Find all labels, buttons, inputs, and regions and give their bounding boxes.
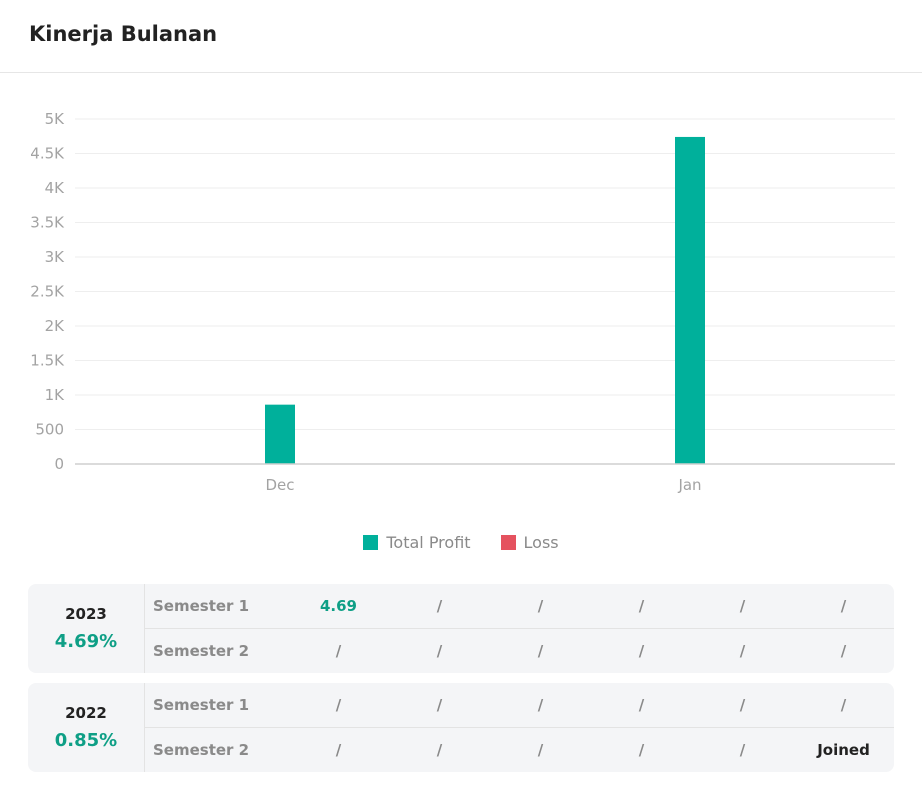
legend-label-total-profit: Total Profit <box>386 533 471 552</box>
x-axis-ticks: Dec Jan <box>265 476 701 494</box>
chart-legend: Total Profit Loss <box>0 533 922 552</box>
month-cell: / <box>537 642 544 660</box>
legend-label-loss: Loss <box>523 533 559 552</box>
month-cell: / <box>840 696 847 714</box>
semester-label: Semester 2 <box>153 741 250 759</box>
month-cell: / <box>840 597 847 615</box>
semester-label: Semester 2 <box>153 642 250 660</box>
y-tick-label: 3K <box>45 248 66 266</box>
y-tick-label: 3.5K <box>30 214 65 232</box>
page-title: Kinerja Bulanan <box>29 22 218 46</box>
month-cell: / <box>537 741 544 759</box>
month-cell: / <box>739 741 746 759</box>
month-cell: / <box>335 642 342 660</box>
semester-row: Semester 1 / / / / / / <box>145 683 894 727</box>
y-tick-label: 2.5K <box>30 283 65 301</box>
x-tick-label: Jan <box>677 476 701 494</box>
month-cell: / <box>638 741 645 759</box>
gridlines <box>75 118 895 430</box>
month-cell: / <box>537 696 544 714</box>
month-cell: / <box>436 696 443 714</box>
performance-block-2022: 2022 0.85% Semester 1 / / / / / / Semest… <box>28 683 894 772</box>
month-cell: / <box>739 642 746 660</box>
monthly-performance-chart: 0 500 1K 1.5K 2K 2.5K 3K 3.5K 4K 4.5K 5K Dec Jan <box>30 110 895 494</box>
bars <box>265 136 705 464</box>
header: Kinerja Bulanan <box>0 0 922 73</box>
month-cell: / <box>335 696 342 714</box>
year-label: 2022 <box>65 704 107 722</box>
year-percentage: 4.69% <box>54 631 118 652</box>
month-cell: / <box>840 642 847 660</box>
month-cell: / <box>638 642 645 660</box>
month-cell: / <box>436 741 443 759</box>
month-cell: / <box>638 597 645 615</box>
month-cell: 4.69 <box>319 597 357 615</box>
year-summary: 2023 4.69% <box>28 584 145 673</box>
legend-swatch-total-profit <box>363 535 379 550</box>
y-tick-label: 2K <box>45 317 66 335</box>
semester-row: Semester 2 / / / / / / <box>145 628 894 673</box>
month-cell: / <box>739 597 746 615</box>
y-tick-label: 500 <box>35 421 64 439</box>
year-percentage: 0.85% <box>54 730 118 751</box>
legend-item-total-profit[interactable]: Total Profit <box>363 533 471 552</box>
semester-row: Semester 2 / / / / / Joined <box>145 727 894 772</box>
y-axis-ticks: 0 500 1K 1.5K 2K 2.5K 3K 3.5K 4K 4.5K 5K <box>30 110 65 473</box>
month-cell: / <box>335 741 342 759</box>
y-tick-label: 4.5K <box>30 145 65 163</box>
performance-block-2023: 2023 4.69% Semester 1 4.69 / / / / / Sem… <box>28 584 894 673</box>
legend-item-loss[interactable]: Loss <box>500 533 559 552</box>
year-summary: 2022 0.85% <box>28 683 145 772</box>
month-cell: / <box>638 696 645 714</box>
legend-swatch-loss <box>500 535 516 550</box>
y-tick-label: 5K <box>45 110 66 128</box>
semester-row: Semester 1 4.69 / / / / / <box>145 584 894 628</box>
semester-label: Semester 1 <box>153 597 250 615</box>
y-tick-label: 4K <box>45 179 66 197</box>
month-cell: / <box>537 597 544 615</box>
year-label: 2023 <box>65 605 107 623</box>
month-cell: / <box>739 696 746 714</box>
month-cell: Joined <box>817 741 870 759</box>
y-tick-label: 0 <box>54 455 64 473</box>
y-tick-label: 1.5K <box>30 352 65 370</box>
semester-label: Semester 1 <box>153 696 250 714</box>
y-tick-label: 1K <box>45 386 66 404</box>
bar-total-profit-dec[interactable] <box>265 404 295 464</box>
month-cell: / <box>436 642 443 660</box>
bar-total-profit-jan[interactable] <box>675 136 705 464</box>
x-tick-label: Dec <box>265 476 294 494</box>
month-cell: / <box>436 597 443 615</box>
